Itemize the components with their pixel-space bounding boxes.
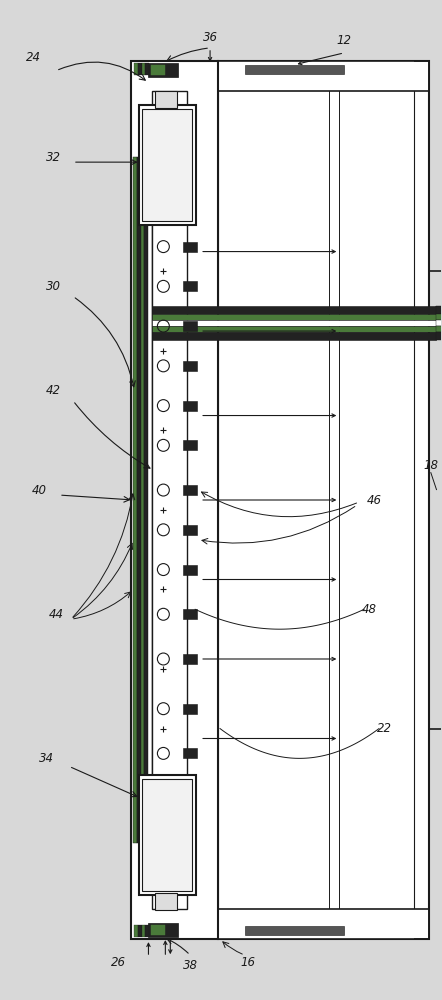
Bar: [156, 893, 177, 910]
Text: 18: 18: [423, 459, 438, 472]
Bar: [183, 485, 197, 495]
Bar: [133, 157, 137, 843]
Text: 46: 46: [366, 493, 381, 506]
Bar: [183, 748, 197, 758]
Text: 16: 16: [240, 956, 255, 969]
Bar: [137, 925, 141, 937]
Bar: [183, 361, 197, 371]
Text: 12: 12: [337, 34, 352, 47]
Bar: [137, 63, 141, 75]
Bar: [142, 109, 192, 221]
Bar: [138, 105, 196, 225]
Bar: [145, 157, 149, 843]
Bar: [152, 925, 165, 935]
Bar: [149, 157, 152, 843]
Bar: [245, 65, 344, 74]
Text: 22: 22: [377, 722, 392, 735]
Bar: [436, 320, 442, 326]
Bar: [436, 326, 442, 332]
Bar: [183, 565, 197, 575]
Bar: [152, 332, 436, 340]
Bar: [245, 926, 344, 935]
Bar: [137, 157, 141, 843]
Bar: [145, 925, 149, 937]
Text: 38: 38: [183, 959, 198, 972]
Text: 36: 36: [202, 31, 217, 44]
Text: 26: 26: [111, 956, 126, 969]
Bar: [152, 65, 165, 75]
Bar: [141, 925, 145, 937]
Bar: [152, 91, 187, 909]
Bar: [145, 63, 149, 75]
Bar: [183, 242, 197, 252]
Text: 30: 30: [46, 280, 61, 293]
Bar: [152, 306, 436, 314]
Bar: [130, 61, 429, 91]
Bar: [141, 157, 145, 843]
Bar: [133, 63, 137, 75]
Bar: [183, 609, 197, 619]
Bar: [138, 775, 196, 895]
Text: 40: 40: [32, 484, 47, 497]
Bar: [183, 281, 197, 291]
Bar: [152, 320, 436, 326]
Bar: [183, 704, 197, 714]
Bar: [130, 61, 218, 939]
Bar: [141, 63, 145, 75]
Bar: [149, 923, 178, 937]
Bar: [142, 779, 192, 891]
Bar: [156, 91, 177, 108]
Bar: [183, 321, 197, 331]
Text: 32: 32: [46, 151, 61, 164]
Bar: [183, 654, 197, 664]
Bar: [183, 525, 197, 535]
Bar: [149, 63, 178, 77]
Bar: [218, 61, 429, 939]
Bar: [436, 306, 442, 314]
Bar: [436, 314, 442, 320]
Text: 24: 24: [26, 51, 41, 64]
Bar: [152, 314, 436, 320]
Bar: [133, 925, 137, 937]
Bar: [130, 909, 429, 939]
Text: 48: 48: [362, 603, 377, 616]
Text: 44: 44: [49, 608, 64, 621]
Bar: [152, 326, 436, 332]
Bar: [183, 401, 197, 411]
Bar: [436, 332, 442, 340]
Text: 42: 42: [46, 384, 61, 397]
Bar: [183, 440, 197, 450]
Text: 34: 34: [38, 752, 53, 765]
